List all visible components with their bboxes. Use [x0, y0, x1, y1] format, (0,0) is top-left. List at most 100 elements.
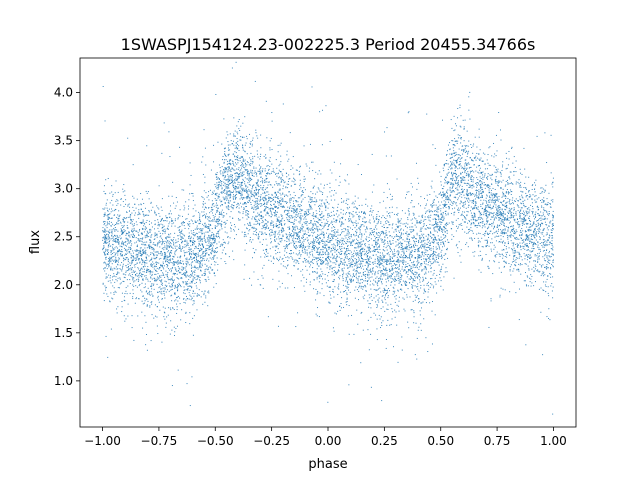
data-point [341, 222, 343, 224]
data-point [234, 197, 236, 199]
data-point [382, 233, 384, 235]
data-point [144, 264, 146, 266]
data-point [238, 192, 240, 194]
data-point [158, 262, 160, 264]
data-point [293, 265, 295, 267]
data-point [292, 241, 294, 243]
data-point [501, 204, 503, 206]
data-point [104, 221, 106, 223]
data-point [376, 241, 378, 243]
data-point [495, 176, 497, 178]
data-point [268, 229, 270, 231]
data-point [393, 254, 395, 256]
data-point [509, 183, 511, 185]
data-point [451, 183, 453, 185]
data-point [240, 174, 242, 176]
data-point [479, 176, 481, 178]
data-point [162, 226, 164, 228]
data-point [452, 202, 454, 204]
data-point [434, 214, 436, 216]
data-point [387, 297, 389, 299]
data-point [335, 179, 337, 181]
data-point [282, 234, 284, 236]
data-point [340, 291, 342, 293]
data-point [271, 193, 273, 195]
data-point [477, 182, 479, 184]
data-point [520, 273, 522, 275]
data-point [515, 237, 517, 239]
data-point [452, 185, 454, 187]
data-point [428, 271, 430, 273]
data-point [146, 259, 148, 261]
data-point [395, 271, 397, 273]
data-point [277, 201, 279, 203]
data-point [413, 251, 415, 253]
data-point [301, 225, 303, 227]
data-point [232, 192, 234, 194]
data-point [496, 150, 498, 152]
data-point [339, 218, 341, 220]
data-point [264, 189, 266, 191]
data-point [425, 337, 427, 339]
data-point [354, 227, 356, 229]
data-point [221, 243, 223, 245]
data-point [320, 224, 322, 226]
data-point [251, 171, 253, 173]
data-point [465, 243, 467, 245]
data-point [474, 204, 476, 206]
data-point [161, 244, 163, 246]
data-point [154, 277, 156, 279]
data-point [407, 257, 409, 259]
data-point [139, 275, 141, 277]
data-point [462, 205, 464, 207]
data-point [537, 207, 539, 209]
data-point [374, 220, 376, 222]
data-point [487, 216, 489, 218]
data-point [164, 280, 166, 282]
data-point [272, 231, 274, 233]
data-point [145, 333, 147, 335]
data-point [225, 195, 227, 197]
data-point [418, 242, 420, 244]
data-point [464, 200, 466, 202]
data-point [321, 263, 323, 265]
data-point [227, 236, 229, 238]
data-point [234, 130, 236, 132]
data-point [360, 248, 362, 250]
data-point [373, 250, 375, 252]
data-point [183, 234, 185, 236]
data-point [164, 276, 166, 278]
data-point [390, 303, 392, 305]
data-point [265, 227, 267, 229]
data-point [528, 238, 530, 240]
data-point [300, 229, 302, 231]
data-point [464, 145, 466, 147]
data-point [174, 285, 176, 287]
data-point [139, 262, 141, 264]
data-point [241, 173, 243, 175]
data-point [324, 206, 326, 208]
data-point [279, 189, 281, 191]
data-point [544, 244, 546, 246]
data-point [319, 224, 321, 226]
data-point [121, 240, 123, 242]
data-point [386, 324, 388, 326]
data-point [372, 267, 374, 269]
data-point [227, 195, 229, 197]
data-point [279, 170, 281, 172]
data-point [422, 246, 424, 248]
data-point [502, 211, 504, 213]
data-point [535, 195, 537, 197]
data-point [256, 172, 258, 174]
data-point [209, 266, 211, 268]
data-point [103, 230, 105, 232]
data-point [520, 172, 522, 174]
data-point [203, 129, 205, 131]
data-point [214, 218, 216, 220]
data-point [348, 230, 350, 232]
data-point [162, 240, 164, 242]
data-point [443, 193, 445, 195]
data-point [291, 221, 293, 223]
data-point [319, 241, 321, 243]
